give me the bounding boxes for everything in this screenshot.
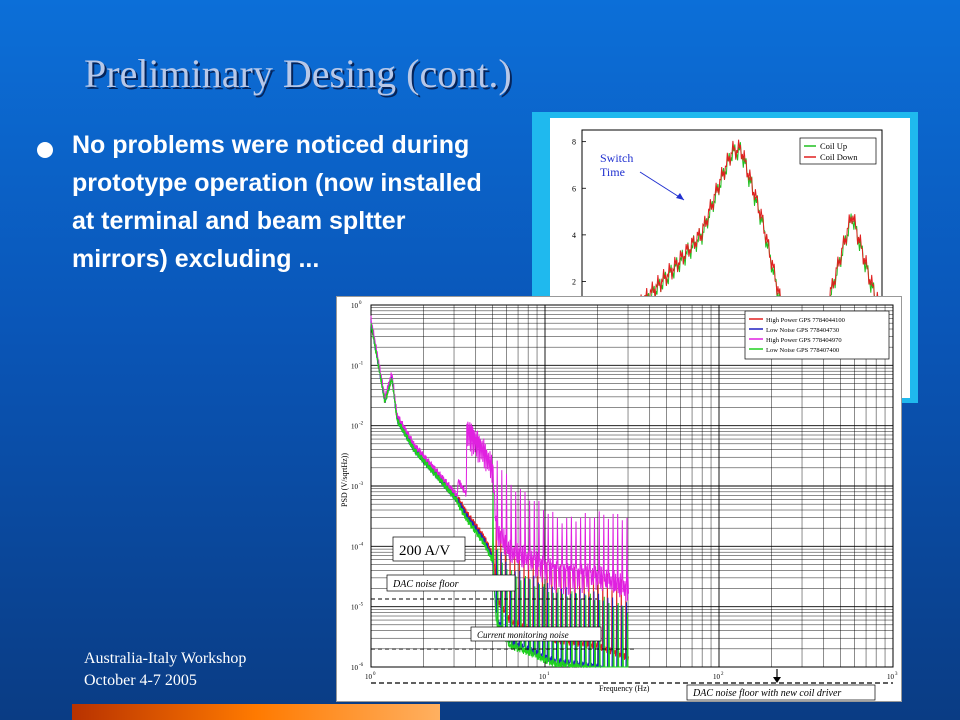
psd-y-tick-exp-5: -5 bbox=[359, 603, 364, 608]
footer-accent-bar bbox=[72, 704, 440, 720]
psd-x-tick-label-2: 10 bbox=[713, 673, 721, 681]
footer-workshop: Australia-Italy Workshop bbox=[84, 650, 247, 667]
legend-coil-down: Coil Down bbox=[820, 152, 858, 162]
coil-y-tick-label-2: 4 bbox=[572, 231, 576, 240]
psd-series-2 bbox=[370, 315, 629, 602]
psd-x-tick-exp-0: 0 bbox=[373, 672, 376, 677]
psd-x-tick-label-1: 10 bbox=[539, 673, 547, 681]
legend-entry-0: High Power GPS 7784044100 bbox=[766, 317, 845, 324]
current-monitor-box bbox=[470, 626, 602, 642]
slide-title: Preliminary Desing (cont.) bbox=[84, 51, 512, 96]
dac-new-driver-label: DAC noise floor with new coil driver bbox=[692, 688, 841, 699]
switch-time-line1: Switch bbox=[600, 151, 633, 165]
new-driver-arrowhead bbox=[773, 677, 781, 683]
switch-time-label: Switch Time bbox=[600, 151, 636, 179]
gain-label-box bbox=[392, 536, 466, 562]
switch-time-arrowhead bbox=[676, 193, 684, 200]
coil-y-tick-label-3: 2 bbox=[572, 277, 576, 286]
current-monitor-label: Current monitoring noise bbox=[477, 630, 569, 640]
psd-ticks: 10 0 10 1 10 2 10 310 010 -110 -210 -310 -410 -510 -6 bbox=[351, 301, 898, 681]
dac-new-driver-box bbox=[686, 684, 876, 701]
footer: Australia-Italy Workshop October 4-7 200… bbox=[84, 648, 246, 692]
legend-entry-1: Low Noise GPS 778404730 bbox=[766, 327, 839, 334]
coil-y-tick-label-0: 8 bbox=[572, 138, 576, 147]
coil-legend: Coil Up Coil Down bbox=[799, 137, 877, 165]
psd-chart: 10 0 10 1 10 2 10 310 010 -110 -210 -310 -410 -510 -6 … bbox=[340, 301, 898, 701]
psd-x-tick-exp-3: 3 bbox=[895, 672, 898, 677]
psd-x-tick-label-0: 10 bbox=[365, 673, 373, 681]
coil-y-tick-label-1: 6 bbox=[572, 184, 576, 193]
psd-legend: High Power GPS 7784044100 Low Noise GPS … bbox=[744, 310, 890, 360]
legend-coil-up: Coil Up bbox=[820, 141, 847, 151]
psd-x-tick-exp-2: 2 bbox=[721, 672, 724, 677]
psd-y-tick-exp-4: -4 bbox=[359, 542, 364, 547]
coil-legend-box bbox=[799, 137, 877, 165]
psd-y-tick-label-0: 10 bbox=[351, 302, 359, 310]
psd-grid bbox=[370, 305, 893, 668]
psd-y-tick-label-1: 10 bbox=[351, 362, 359, 370]
psd-legend-box bbox=[744, 310, 890, 360]
psd-x-axis-label: Frequency (Hz) bbox=[599, 684, 650, 693]
psd-y-tick-label-5: 10 bbox=[351, 604, 359, 612]
footer-date: October 4-7 2005 bbox=[84, 672, 197, 689]
gain-label: 200 A/V bbox=[399, 543, 450, 559]
psd-y-tick-label-3: 10 bbox=[351, 483, 359, 491]
legend-entry-2: High Power GPS 778404970 bbox=[766, 337, 842, 344]
psd-y-tick-label-6: 10 bbox=[351, 664, 359, 672]
psd-y-axis-label: PSD (V/sqrtHz)) bbox=[340, 453, 349, 507]
coil-figure: 86420-2 Coil Up Coil Down Switch Time bbox=[532, 112, 918, 403]
psd-y-tick-exp-3: -3 bbox=[359, 482, 364, 487]
psd-y-tick-exp-1: -1 bbox=[359, 361, 364, 366]
switch-time-arrow bbox=[639, 171, 685, 201]
legend-entry-3: Low Noise GPS 778407400 bbox=[766, 347, 839, 354]
dac-floor-label: DAC noise floor bbox=[392, 579, 459, 590]
psd-y-tick-label-2: 10 bbox=[351, 423, 359, 431]
psd-x-tick-label-3: 10 bbox=[887, 673, 895, 681]
psd-figure: 10 0 10 1 10 2 10 3 10 0 10 -1 10 -2 10 -3 10 -4 10 -5 10 -6 … bbox=[336, 296, 902, 702]
dac-floor-box bbox=[386, 574, 516, 592]
psd-y-tick-label-4: 10 bbox=[351, 543, 359, 551]
psd-y-tick-exp-2: -2 bbox=[359, 422, 364, 427]
switch-time-line2: Time bbox=[600, 165, 625, 179]
bullet-icon bbox=[37, 142, 53, 158]
psd-y-tick-exp-6: -6 bbox=[359, 663, 364, 668]
psd-x-tick-exp-1: 1 bbox=[547, 672, 550, 677]
bullet-text: No problems were noticed during prototyp… bbox=[72, 131, 482, 273]
psd-y-tick-exp-0: 0 bbox=[359, 301, 362, 306]
